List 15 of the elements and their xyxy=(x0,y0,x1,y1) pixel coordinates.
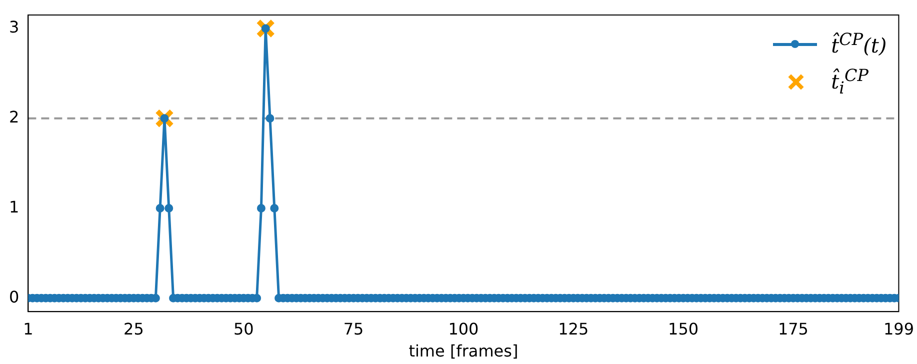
y-tick-label: 3 xyxy=(8,18,20,37)
x-tick-label: 1 xyxy=(23,319,34,338)
y-tick-label: 2 xyxy=(8,108,20,127)
y-tick-label: 1 xyxy=(8,197,20,216)
x-tick-label: 50 xyxy=(233,319,254,338)
x-tick-label: 75 xyxy=(343,319,364,338)
x-tick-label: 25 xyxy=(124,319,144,338)
x-tick-label: 125 xyxy=(558,319,589,338)
y-tick-label: 0 xyxy=(8,287,20,306)
x-tick-label: 175 xyxy=(778,319,808,338)
x-tick-label: 199 xyxy=(883,319,914,338)
legend-label: t̂$^{CP}$(t) xyxy=(831,30,887,58)
x-tick-label: 150 xyxy=(668,319,699,338)
x-axis-title: time [frames] xyxy=(408,342,518,361)
x-tick-label: 100 xyxy=(448,319,479,338)
